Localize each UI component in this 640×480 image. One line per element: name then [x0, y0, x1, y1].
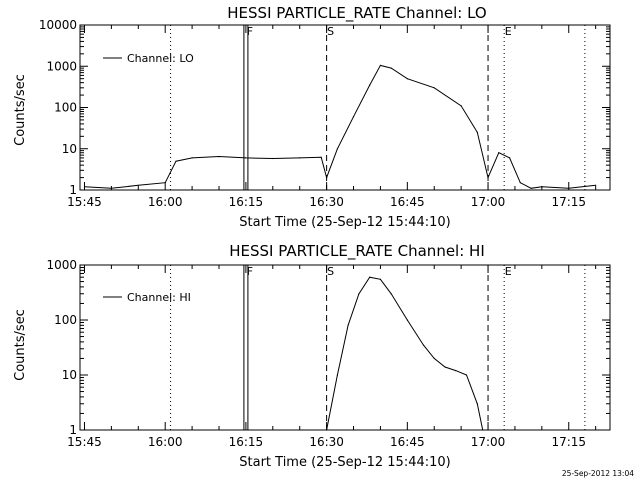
data-point — [444, 366, 446, 368]
y-axis-label: Counts/sec — [13, 309, 28, 381]
y-tick-label: 10 — [62, 368, 77, 382]
x-tick-label: 16:00 — [148, 195, 183, 209]
data-point — [83, 186, 86, 188]
event-marker-label: E — [505, 25, 512, 38]
data-point — [320, 156, 322, 158]
data-point — [482, 429, 484, 431]
series-line — [326, 276, 484, 431]
x-axis-label: Start Time (25-Sep-12 15:44:10) — [239, 215, 450, 230]
x-tick-label: 16:15 — [229, 195, 264, 209]
x-tick-label: 15:45 — [67, 435, 102, 449]
panel-hi: HESSI PARTICLE_RATE Channel: HI Start Ti… — [13, 242, 611, 470]
data-point — [465, 374, 468, 376]
x-tick-label: 17:15 — [551, 195, 586, 209]
data-point — [379, 64, 381, 66]
legend: Channel: HI — [103, 291, 191, 304]
y-axis-label: Counts/sec — [13, 74, 28, 146]
y-tick-label: 10000 — [39, 18, 77, 32]
data-point — [110, 187, 112, 189]
data-point — [530, 187, 532, 189]
y-tick-label: 1000 — [46, 59, 77, 73]
x-tick-label: 16:45 — [390, 195, 425, 209]
y-tick-label: 100 — [54, 101, 77, 115]
panel-lo: HESSI PARTICLE_RATE Channel: LO Start Ti… — [13, 4, 611, 230]
series-line — [84, 64, 596, 189]
event-marker-label: E — [505, 265, 512, 278]
data-point — [541, 186, 543, 188]
footer-timestamp: 25-Sep-2012 13:04 — [562, 469, 634, 478]
data-point — [498, 152, 500, 154]
data-point — [164, 182, 166, 184]
data-point — [568, 187, 570, 189]
data-point — [347, 324, 349, 326]
data-point — [460, 105, 462, 107]
data-point — [406, 78, 408, 80]
x-tick-label: 17:00 — [471, 435, 506, 449]
data-point — [406, 319, 408, 321]
data-point — [272, 157, 274, 160]
data-point — [352, 116, 355, 118]
data-point — [455, 370, 457, 372]
x-tick-label: 16:15 — [229, 435, 264, 449]
plot-frame — [79, 264, 611, 431]
data-point — [336, 374, 338, 376]
data-point — [509, 157, 511, 159]
data-point — [218, 155, 220, 158]
data-point — [476, 131, 478, 133]
plot-frame — [79, 24, 611, 191]
data-point — [433, 357, 435, 359]
data-point — [433, 87, 435, 89]
x-tick-label: 16:00 — [148, 435, 183, 449]
y-tick-label: 100 — [54, 313, 77, 327]
data-point — [336, 148, 338, 150]
y-tick-label: 1000 — [46, 258, 77, 272]
data-point — [390, 293, 392, 295]
data-point — [487, 177, 489, 179]
x-axis-label: Start Time (25-Sep-12 15:44:10) — [239, 455, 450, 470]
data-point — [379, 278, 381, 280]
data-point — [175, 160, 177, 162]
chart-title: HESSI PARTICLE_RATE Channel: LO — [227, 4, 486, 23]
data-point — [245, 157, 247, 159]
x-tick-label: 16:30 — [309, 195, 344, 209]
data-point — [390, 67, 392, 69]
data-point — [369, 276, 371, 278]
data-point — [326, 177, 328, 179]
event-marker-label: S — [327, 25, 334, 38]
data-point — [326, 429, 328, 431]
x-tick-label: 16:45 — [390, 435, 425, 449]
event-marker-label: F — [247, 265, 253, 278]
x-tick-label: 17:15 — [551, 435, 586, 449]
data-point — [595, 184, 597, 186]
data-point — [191, 157, 193, 159]
y-tick-label: 1 — [69, 183, 77, 197]
data-point — [519, 182, 521, 184]
data-point — [476, 403, 478, 405]
event-marker-label: S — [327, 265, 334, 278]
data-point — [358, 293, 360, 295]
legend-label: Channel: LO — [127, 52, 194, 65]
chart-title: HESSI PARTICLE_RATE Channel: HI — [229, 242, 485, 261]
legend: Channel: LO — [103, 52, 194, 65]
x-tick-label: 15:45 — [67, 195, 102, 209]
data-point — [137, 184, 139, 186]
legend-label: Channel: HI — [127, 291, 191, 304]
data-point — [299, 157, 301, 159]
data-point — [422, 344, 425, 346]
event-marker-label: F — [247, 25, 253, 38]
y-tick-label: 1 — [69, 423, 77, 437]
data-point — [369, 84, 371, 86]
x-tick-label: 16:30 — [309, 435, 344, 449]
x-tick-label: 17:00 — [471, 195, 506, 209]
y-tick-label: 10 — [62, 142, 77, 156]
